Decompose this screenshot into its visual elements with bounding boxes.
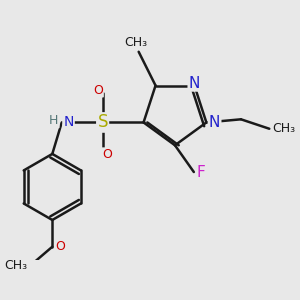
Text: H: H [49, 114, 58, 128]
Text: CH₃: CH₃ [4, 259, 27, 272]
Text: O: O [93, 84, 103, 97]
Text: F: F [197, 164, 206, 179]
Text: N: N [209, 115, 220, 130]
Text: O: O [102, 148, 112, 161]
Text: N: N [189, 76, 200, 91]
Text: O: O [56, 240, 65, 253]
Text: N: N [63, 116, 74, 130]
Text: CH₃: CH₃ [272, 122, 296, 135]
Text: S: S [98, 113, 108, 131]
Text: CH₃: CH₃ [124, 36, 147, 49]
